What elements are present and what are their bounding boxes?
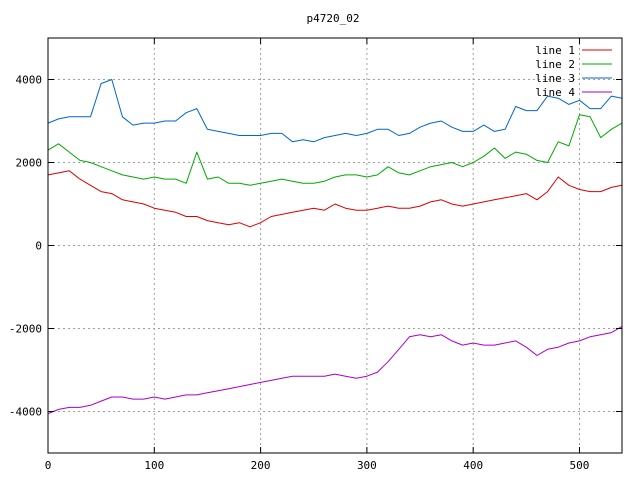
series-line-4 [47,325,623,415]
legend-label-4: line 4 [535,86,575,99]
x-tick-label-5: 500 [570,459,590,472]
x-tick-label-3: 300 [357,459,377,472]
legend-label-3: line 3 [535,72,575,85]
chart-title: p4720_02 [307,12,360,25]
y-tick-label-2: 0 [35,240,42,253]
legend-label-1: line 1 [535,44,575,57]
y-tick-label-4: 4000 [16,74,43,87]
axis-layer: 0 100 200 300 400 500 -4000 -2000 0 2000 4000 [9,37,623,472]
x-tick-label-4: 400 [463,459,483,472]
x-tick-label-0: 0 [45,459,52,472]
grid-layer [48,38,622,453]
x-tick-label-2: 200 [251,459,271,472]
x-tick-label-1: 100 [144,459,164,472]
series-line-2 [47,114,623,186]
legend-label-2: line 2 [535,58,575,71]
y-tick-label-1: -2000 [9,323,42,336]
series-layer [47,79,623,415]
y-tick-label-3: 2000 [16,157,43,170]
y-tick-label-0: -4000 [9,406,42,419]
series-line-1 [47,170,623,228]
series-line-3 [47,79,623,143]
